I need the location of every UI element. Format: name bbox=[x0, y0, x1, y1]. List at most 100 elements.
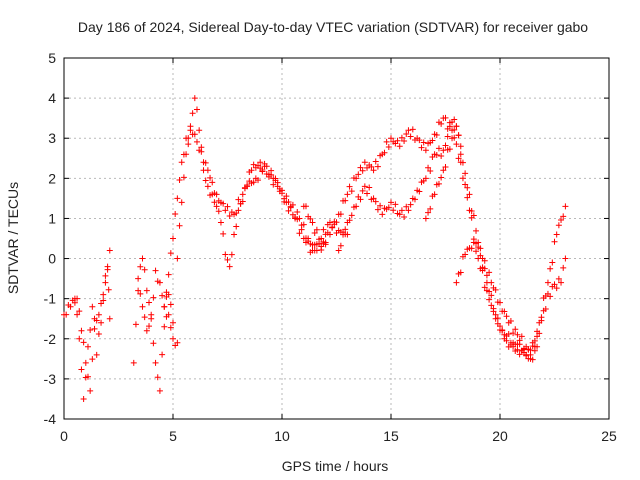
data-point-interp bbox=[250, 161, 257, 168]
data-point-interp bbox=[270, 181, 277, 188]
data-point bbox=[156, 387, 163, 394]
data-point-interp bbox=[176, 176, 183, 183]
series-sat-i bbox=[422, 123, 569, 358]
data-point-interp bbox=[337, 211, 344, 218]
data-point-interp bbox=[98, 300, 105, 307]
series-sat-j bbox=[453, 239, 569, 354]
data-point bbox=[457, 143, 464, 150]
data-point-interp bbox=[398, 134, 405, 141]
data-point-interp bbox=[438, 153, 445, 160]
data-point bbox=[318, 235, 325, 242]
data-point bbox=[80, 395, 87, 402]
data-point-interp bbox=[255, 177, 262, 184]
data-point-interp bbox=[333, 219, 340, 226]
data-point bbox=[449, 135, 456, 142]
data-point bbox=[156, 279, 163, 286]
data-point bbox=[170, 335, 176, 342]
data-point-interp bbox=[444, 133, 451, 140]
data-point-interp bbox=[150, 294, 157, 301]
data-point bbox=[183, 151, 190, 158]
data-point-interp bbox=[141, 266, 148, 273]
data-point-interp bbox=[409, 126, 416, 133]
y-tick-label: -2 bbox=[44, 331, 57, 347]
data-point-interp bbox=[368, 163, 375, 170]
data-point-interp bbox=[189, 110, 196, 117]
data-point-interp bbox=[313, 226, 320, 233]
data-point-interp bbox=[93, 317, 100, 324]
data-point-interp bbox=[403, 203, 410, 210]
data-point-interp bbox=[462, 170, 469, 177]
data-point-interp bbox=[453, 141, 460, 148]
data-point-interp bbox=[486, 296, 493, 303]
data-point-interp bbox=[547, 265, 554, 272]
data-point bbox=[191, 95, 198, 102]
data-point-interp bbox=[342, 197, 349, 204]
axis-ticks bbox=[63, 57, 610, 420]
data-point-interp bbox=[105, 286, 112, 293]
data-point-interp bbox=[531, 337, 538, 344]
data-point-interp bbox=[279, 190, 285, 197]
data-point bbox=[405, 127, 412, 134]
data-point-interp bbox=[418, 144, 425, 151]
data-point bbox=[457, 151, 464, 158]
data-point bbox=[231, 231, 238, 238]
data-point-interp bbox=[226, 212, 233, 219]
data-point-interp bbox=[172, 210, 179, 217]
data-point-interp bbox=[464, 194, 471, 201]
data-point bbox=[95, 311, 102, 318]
data-point bbox=[130, 359, 137, 366]
data-point-interp bbox=[385, 144, 392, 151]
data-point-interp bbox=[233, 210, 240, 217]
data-point-interp bbox=[512, 326, 519, 333]
data-point-interp bbox=[91, 325, 98, 332]
data-point-interp bbox=[276, 185, 283, 192]
data-point bbox=[106, 247, 113, 254]
data-point bbox=[440, 167, 447, 174]
data-point bbox=[148, 315, 155, 322]
data-point-interp bbox=[224, 256, 231, 263]
data-point-interp bbox=[459, 159, 466, 166]
data-point bbox=[143, 287, 150, 294]
data-point-interp bbox=[427, 167, 434, 174]
data-point bbox=[139, 303, 146, 310]
data-point-interp bbox=[468, 245, 475, 252]
data-point bbox=[76, 335, 83, 342]
data-point-interp bbox=[407, 133, 414, 140]
data-point bbox=[178, 159, 185, 166]
data-point-interp bbox=[483, 272, 490, 279]
data-point bbox=[222, 251, 229, 258]
data-point bbox=[213, 191, 220, 198]
data-point bbox=[534, 343, 541, 350]
data-point-interp bbox=[296, 230, 303, 237]
data-point bbox=[405, 207, 412, 214]
data-point-interp bbox=[255, 162, 262, 169]
data-point bbox=[488, 279, 495, 286]
data-point-interp bbox=[464, 184, 471, 191]
data-point-interp bbox=[501, 308, 508, 315]
series-sat-g bbox=[300, 114, 541, 363]
data-point-interp bbox=[560, 264, 567, 271]
data-point-interp bbox=[503, 313, 510, 320]
data-point-interp bbox=[497, 323, 503, 330]
data-point-interp bbox=[322, 241, 329, 248]
data-point-interp bbox=[364, 190, 371, 197]
data-point-interp bbox=[82, 374, 89, 381]
data-point-interp bbox=[141, 314, 148, 321]
data-point-interp bbox=[207, 174, 214, 181]
data-point-interp bbox=[459, 175, 466, 182]
series-sat-c bbox=[130, 287, 181, 394]
data-point-interp bbox=[435, 145, 442, 152]
data-point bbox=[431, 191, 438, 198]
data-point-interp bbox=[357, 164, 364, 171]
data-point bbox=[462, 251, 469, 258]
data-point-interp bbox=[346, 217, 353, 224]
data-point-interp bbox=[442, 164, 449, 171]
data-point-interp bbox=[518, 333, 525, 340]
data-point bbox=[257, 159, 264, 166]
x-tick-label: 25 bbox=[601, 428, 617, 444]
data-point-interp bbox=[359, 187, 366, 194]
y-tick-label: 3 bbox=[48, 130, 56, 146]
grid-lines bbox=[64, 58, 609, 419]
data-point bbox=[222, 207, 229, 214]
